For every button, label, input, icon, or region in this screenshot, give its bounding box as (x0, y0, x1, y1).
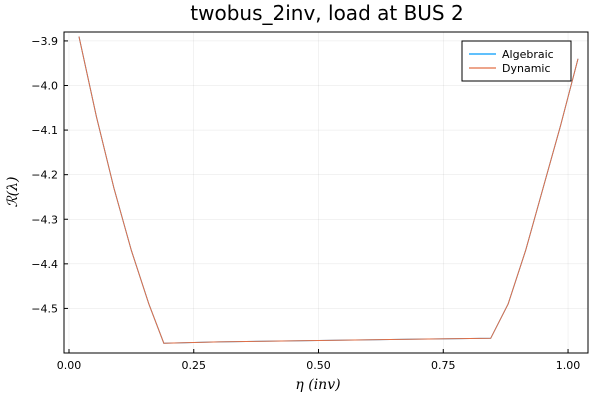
y-tick-label: −4.1 (31, 124, 58, 137)
y-tick-label: −4.4 (31, 258, 58, 271)
plot-frame (63, 31, 589, 354)
x-tick-label: 1.00 (556, 359, 581, 372)
y-axis-label: ℛ(λ) (5, 177, 21, 208)
series-lines (78, 36, 579, 344)
y-tick-label: −4.3 (31, 213, 58, 226)
series-line-algebraic (78, 36, 579, 344)
legend-label: Dynamic (502, 62, 551, 75)
grid-lines (64, 32, 588, 353)
x-axis-label: η (inv) (295, 377, 340, 393)
x-tick-label: 0.25 (182, 359, 207, 372)
series-line-dynamic (78, 36, 579, 344)
x-tick-label: 0.00 (57, 359, 82, 372)
y-tick-label: −3.9 (31, 35, 58, 48)
x-axis-ticks: 0.00 0.25 0.50 0.75 1.00 (57, 349, 581, 372)
y-axis-ticks: −3.9 −4.0 −4.1 −4.2 −4.3 −4.4 −4.5 (31, 35, 68, 315)
y-tick-label: −4.2 (31, 169, 58, 182)
x-tick-label: 0.50 (306, 359, 331, 372)
legend-box (461, 40, 572, 82)
legend-label: Algebraic (502, 48, 554, 61)
chart-title: twobus_2inv, load at BUS 2 (190, 1, 463, 25)
y-tick-label: −4.0 (31, 80, 58, 93)
y-tick-label: −4.5 (31, 302, 58, 315)
x-tick-label: 0.75 (431, 359, 456, 372)
